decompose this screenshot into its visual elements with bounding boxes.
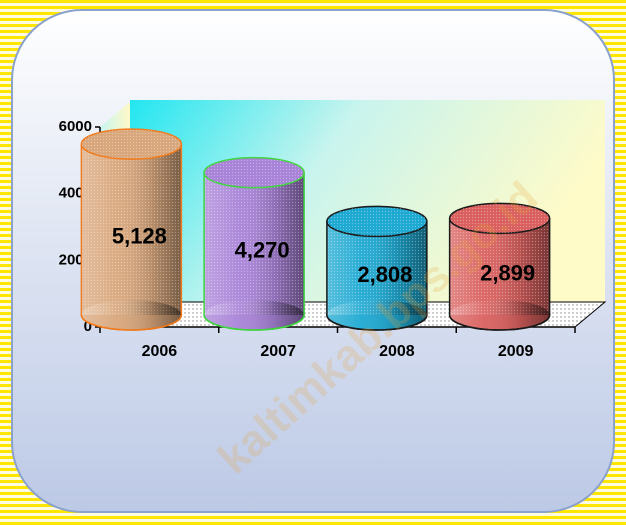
bar-texture [81,144,182,315]
value-label: 4,270 [235,238,290,263]
value-label: 5,128 [112,223,167,248]
bar-texture [204,172,305,315]
cylinder-bottom-edge [80,314,183,331]
value-label: 2,808 [357,262,412,287]
cylinder-base-shade [81,300,182,330]
cylinder-bottom-edge [448,314,551,331]
cylinder-base-shade [326,300,427,330]
cylinder-top-texture [81,129,182,160]
x-tick-label: 2009 [498,343,534,360]
cylinder-top-texture [326,206,427,237]
value-label: 2,899 [480,260,535,285]
x-tick-label: 2007 [260,343,296,360]
x-tick-label: 2006 [142,343,178,360]
cylinder-bottom-edge [326,314,428,331]
cylinder-bottom-edge [203,314,305,331]
cylinder-base-shade [449,300,550,330]
plot: 020004000600020065,12820074,27020082,808… [59,118,576,360]
x-tick-label: 2008 [379,343,415,360]
y-tick-label: 0 [84,318,92,335]
cylinder-base-shade [204,300,305,330]
y-tick-label: 6000 [59,118,92,135]
bar-texture [449,218,550,315]
cylinder-top-texture [449,203,550,234]
cylinder-top-texture [204,157,305,188]
